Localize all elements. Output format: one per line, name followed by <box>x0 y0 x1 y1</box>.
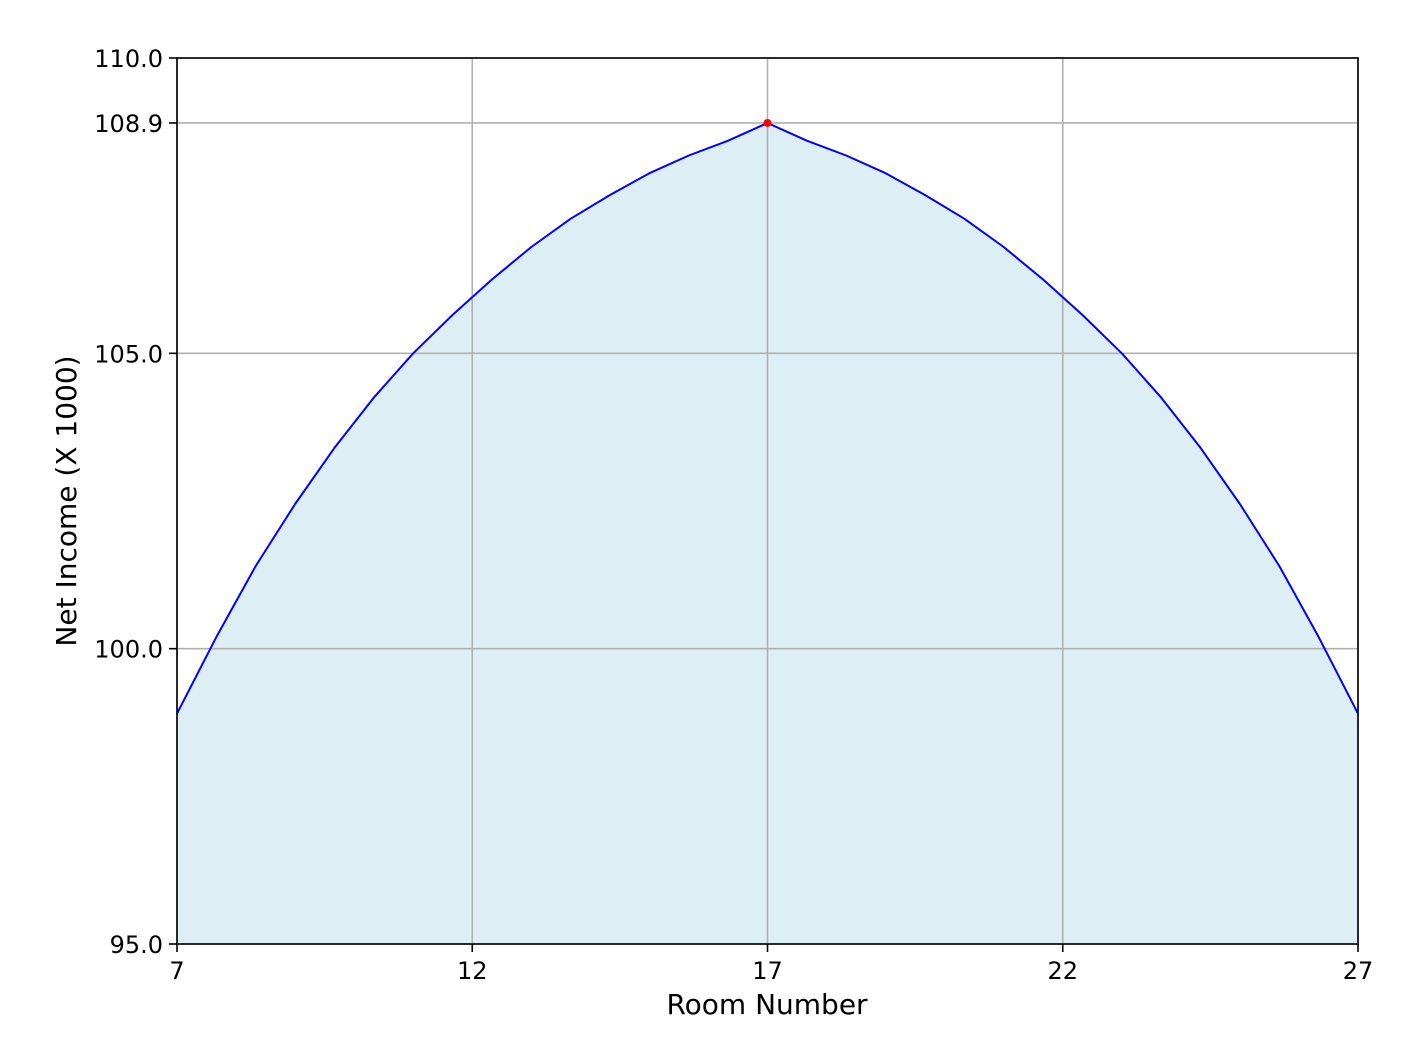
x-axis-title: Room Number <box>666 988 868 1021</box>
label-layer: Room Number Net Income (X 1000) 7 12 17 22 2… <box>50 45 1373 1021</box>
x-tick-label: 7 <box>169 957 184 985</box>
y-tick-label: 95.0 <box>110 931 163 959</box>
x-tick-label: 12 <box>457 957 488 985</box>
y-tick-label: 105.0 <box>94 340 163 368</box>
y-tick-label: 100.0 <box>94 636 163 664</box>
x-tick-label: 27 <box>1343 957 1374 985</box>
x-tick-label: 17 <box>752 957 783 985</box>
y-axis-title: Net Income (X 1000) <box>50 355 83 646</box>
y-tick-label: 110.0 <box>94 45 163 73</box>
max-point-marker <box>763 118 772 127</box>
axis-layer <box>169 57 1359 952</box>
marker-layer <box>763 118 772 127</box>
y-tick-label: 108.9 <box>94 110 163 138</box>
x-tick-label: 22 <box>1047 957 1078 985</box>
